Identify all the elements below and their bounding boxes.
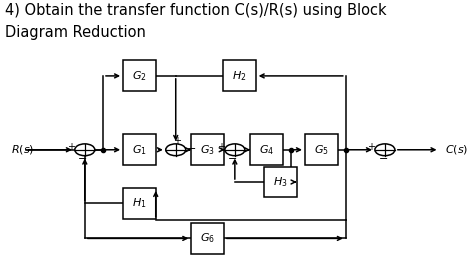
Text: $R(s)$: $R(s)$: [11, 143, 34, 156]
Bar: [191, 223, 224, 254]
Text: $H_1$: $H_1$: [132, 197, 146, 210]
Bar: [264, 167, 297, 197]
Bar: [250, 134, 283, 165]
Circle shape: [166, 144, 186, 156]
Text: −: −: [186, 144, 196, 154]
Text: +: +: [217, 141, 225, 151]
Text: +: +: [367, 141, 375, 151]
Text: $G_1$: $G_1$: [132, 143, 147, 157]
Bar: [123, 134, 156, 165]
Text: −: −: [378, 154, 388, 164]
Text: +: +: [173, 136, 181, 146]
Text: 4) Obtain the transfer function C(s)/R(s) using Block: 4) Obtain the transfer function C(s)/R(s…: [5, 4, 387, 18]
Text: Diagram Reduction: Diagram Reduction: [5, 25, 146, 40]
Text: $H_3$: $H_3$: [273, 175, 288, 189]
Bar: [123, 60, 156, 91]
Bar: [191, 134, 224, 165]
Circle shape: [75, 144, 95, 156]
Circle shape: [375, 144, 395, 156]
Text: $G_4$: $G_4$: [259, 143, 274, 157]
Text: −: −: [78, 154, 88, 164]
Text: $G_6$: $G_6$: [200, 231, 215, 245]
Bar: [223, 60, 256, 91]
Text: $C(s)$: $C(s)$: [446, 143, 469, 156]
Text: $G_3$: $G_3$: [200, 143, 215, 157]
Text: $H_2$: $H_2$: [232, 69, 246, 83]
Text: −: −: [228, 154, 238, 164]
Text: $G_5$: $G_5$: [314, 143, 328, 157]
Text: +: +: [67, 141, 75, 151]
Bar: [123, 188, 156, 219]
Circle shape: [225, 144, 245, 156]
Bar: [305, 134, 337, 165]
Text: $G_2$: $G_2$: [132, 69, 147, 83]
